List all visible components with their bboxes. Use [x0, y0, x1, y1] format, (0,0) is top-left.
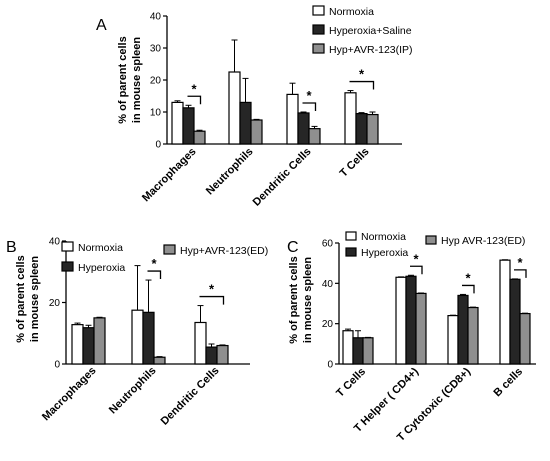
- y-axis-label: % of parent cells in mouse spleen: [15, 255, 41, 342]
- bar: [467, 306, 479, 365]
- bar: [93, 317, 106, 365]
- category-label: T Cells: [334, 366, 368, 400]
- significance-star: *: [413, 251, 419, 266]
- significance-bracket: [187, 95, 202, 105]
- bar: [395, 276, 407, 365]
- bar: [71, 324, 84, 365]
- legend-swatch: [345, 231, 357, 241]
- bar: [366, 113, 379, 145]
- y-axis-label: % of parent cells in mouse spleen: [117, 36, 143, 123]
- significance-star: *: [517, 255, 523, 270]
- y-tick-label: 40: [150, 12, 162, 23]
- bar: [447, 315, 459, 365]
- y-tick-label: 40: [49, 237, 61, 248]
- legend-swatch: [425, 235, 437, 245]
- panel-b: B% of parent cells in mouse spleen 0 20 40 Ma…: [6, 237, 268, 428]
- y-tick-label: 20: [150, 76, 162, 87]
- significance-star: *: [359, 67, 365, 82]
- legend-label: Hyperoxia: [361, 247, 408, 259]
- category-label: Neutrophils: [107, 365, 159, 417]
- significance-star: *: [191, 81, 197, 96]
- bar: [250, 119, 263, 145]
- bar: [153, 356, 166, 365]
- legend-label: Normoxia: [78, 242, 123, 254]
- legend-label: Normoxia: [361, 231, 406, 243]
- bar: [509, 278, 521, 365]
- significance-bracket: [199, 295, 225, 305]
- bar: [142, 311, 155, 365]
- panel-letter: B: [6, 239, 17, 256]
- bar: [355, 112, 368, 145]
- legend-label: Hyp+AVR-123(IP): [329, 44, 413, 56]
- bar: [297, 112, 310, 145]
- bar: [344, 92, 357, 145]
- y-tick-label: 0: [155, 140, 161, 151]
- category-label: T Cells: [338, 146, 372, 180]
- significance-star: *: [151, 256, 157, 271]
- y-tick-label: 0: [327, 360, 333, 371]
- bar: [131, 309, 144, 365]
- y-tick-label: 20: [49, 298, 61, 309]
- y-axis-label: % of parent cells in mouse spleen: [288, 256, 314, 343]
- bar: [228, 71, 241, 145]
- y-tick-label: 0: [54, 360, 60, 371]
- significance-bracket: [302, 102, 317, 111]
- bar: [182, 107, 195, 145]
- category-label: Neutrophils: [204, 146, 256, 198]
- significance-bracket: [410, 265, 423, 275]
- bar: [362, 337, 374, 365]
- legend-label: Hyperoxia+Saline: [329, 25, 412, 37]
- legend-swatch: [61, 241, 74, 252]
- legend-label: Hyp+AVR-123(ED): [180, 245, 268, 257]
- bar: [194, 321, 207, 365]
- legend-swatch: [312, 5, 325, 16]
- y-tick-label: 20: [322, 319, 334, 330]
- bar: [216, 344, 229, 365]
- bar: [499, 259, 511, 365]
- panel-c: C% of parent cells in mouse spleen 0 20 40 60…: [287, 231, 536, 444]
- bar: [457, 294, 469, 365]
- significance-bracket: [462, 284, 475, 294]
- legend-swatch: [312, 43, 325, 54]
- y-tick-label: 60: [322, 239, 334, 250]
- y-tick-label: 10: [150, 108, 162, 119]
- significance-star: *: [306, 88, 312, 103]
- legend-swatch: [345, 247, 357, 257]
- bar: [415, 292, 427, 365]
- bar: [239, 101, 252, 145]
- bar: [519, 312, 531, 365]
- category-label: Macrophages: [40, 365, 99, 424]
- panel-a: A % of parent cells in mouse spleen 0 10 20 30…: [96, 5, 413, 209]
- y-tick-label: 30: [150, 44, 162, 55]
- bar: [352, 337, 364, 365]
- significance-bracket: [514, 269, 527, 278]
- bar: [205, 346, 218, 365]
- significance-star: *: [209, 282, 215, 297]
- legend-swatch: [312, 24, 325, 35]
- y-tick-label: 40: [322, 279, 334, 290]
- significance-star: *: [465, 270, 471, 285]
- legend-swatch: [61, 261, 74, 272]
- category-label: B cells: [492, 366, 526, 400]
- panel-letter: C: [287, 239, 299, 256]
- category-label: Macrophages: [140, 146, 199, 205]
- bar: [342, 330, 354, 365]
- legend-swatch: [163, 244, 176, 255]
- legend-label: Hyp AVR-123(ED): [441, 235, 525, 247]
- significance-bracket: [147, 270, 162, 280]
- bar: [405, 275, 417, 365]
- legend-label: Hyperoxia: [78, 262, 125, 274]
- bar: [82, 327, 95, 365]
- significance-bracket: [349, 80, 375, 90]
- bar: [286, 93, 299, 145]
- panel-letter: A: [96, 17, 107, 34]
- category-label: Dendritic Cells: [159, 365, 222, 428]
- bar: [193, 130, 206, 145]
- category-label: Dendritic Cells: [251, 146, 314, 209]
- bar: [171, 101, 184, 145]
- legend-label: Normoxia: [329, 6, 374, 18]
- bar: [308, 128, 321, 145]
